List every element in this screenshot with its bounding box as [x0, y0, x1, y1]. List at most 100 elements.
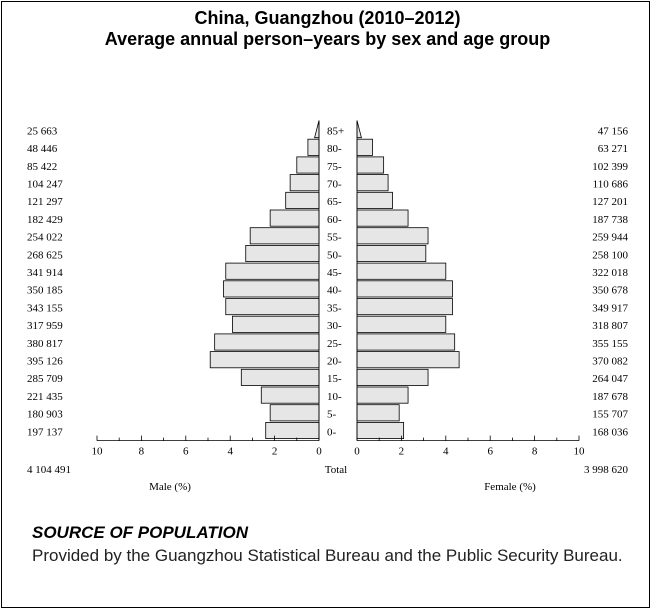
- age-group-label: 10-: [327, 391, 342, 403]
- population-pyramid: 0- 5- 10- 15- 20- 25- 30- 35- 40- 45- 50- 55- 60- 65-…: [27, 120, 629, 493]
- male-count-label: 285 709: [27, 373, 63, 385]
- age-group-label: 80-: [327, 143, 342, 155]
- female-count-label: 370 082: [592, 355, 628, 367]
- female-count-label: 187 738: [592, 214, 628, 226]
- source-heading: SOURCE OF POPULATION: [32, 523, 248, 542]
- male-bar: [269, 209, 320, 227]
- female-count-label: 155 707: [592, 409, 628, 421]
- male-count-labels: 197 137 180 903 221 435 285 709 395 126 380 8…: [27, 125, 63, 438]
- age-group-label: 25-: [327, 338, 342, 350]
- total-center-label: Total: [325, 464, 347, 476]
- female-count-label: 350 678: [592, 285, 628, 297]
- male-count-label: 121 297: [27, 196, 63, 208]
- male-bar: [232, 315, 320, 333]
- age-group-label: 0-: [327, 426, 337, 438]
- male-bar: [265, 421, 320, 439]
- x-axes: 10 10 8 8 6 6 4 4 2 2 0 0: [92, 120, 586, 458]
- male-count-label: 380 817: [27, 338, 63, 350]
- female-count-label: 322 018: [592, 267, 628, 279]
- female-count-label: 187 678: [592, 391, 628, 403]
- male-bar: [285, 191, 320, 209]
- female-tick-label: 2: [399, 446, 405, 458]
- male-count-label: 350 185: [27, 285, 63, 297]
- male-tick-label: 0: [316, 446, 322, 458]
- male-bar: [260, 386, 320, 404]
- female-count-label: 264 047: [592, 373, 628, 385]
- female-bar: [356, 315, 447, 333]
- female-bar: [356, 351, 460, 369]
- age-group-label: 5-: [327, 409, 337, 421]
- female-bar: [356, 333, 456, 351]
- female-bar: [356, 209, 409, 227]
- female-bar: [356, 227, 429, 245]
- age-group-label: 45-: [327, 267, 342, 279]
- male-tick-label: 2: [272, 446, 278, 458]
- age-group-label: 40-: [327, 285, 342, 297]
- female-count-label: 47 156: [598, 125, 629, 137]
- female-bar: [356, 191, 393, 209]
- male-bar: [240, 368, 320, 386]
- male-bars: [209, 120, 320, 439]
- age-group-label: 50-: [327, 249, 342, 261]
- male-count-label: 104 247: [27, 178, 63, 190]
- male-count-label: 25 663: [27, 125, 58, 137]
- male-tick-label: 6: [183, 446, 189, 458]
- male-bar: [289, 174, 320, 192]
- male-bar: [314, 120, 320, 139]
- male-count-label: 268 625: [27, 249, 63, 261]
- female-bar: [356, 404, 400, 422]
- female-bar: [356, 244, 427, 262]
- male-count-label: 48 446: [27, 143, 58, 155]
- female-bar: [356, 386, 409, 404]
- female-tick-label: 6: [487, 446, 493, 458]
- male-tick-label: 10: [92, 446, 104, 458]
- female-count-label: 349 917: [592, 302, 628, 314]
- male-bar: [307, 138, 320, 156]
- female-tick-label: 4: [443, 446, 449, 458]
- male-tick-label: 8: [139, 446, 145, 458]
- male-count-label: 254 022: [27, 232, 63, 244]
- female-count-label: 102 399: [592, 161, 628, 173]
- female-count-label: 110 686: [593, 178, 629, 190]
- age-group-label: 65-: [327, 196, 342, 208]
- total-female-label: 3 998 620: [584, 464, 629, 476]
- age-group-label: 70-: [327, 178, 342, 190]
- female-bars: [356, 120, 460, 439]
- female-bar: [356, 138, 373, 156]
- female-axis-label: Female (%): [484, 481, 536, 493]
- age-group-label: 55-: [327, 232, 342, 244]
- age-group-label: 20-: [327, 355, 342, 367]
- female-tick-label: 0: [354, 446, 360, 458]
- source-text: Provided by the Guangzhou Statistical Bu…: [32, 546, 623, 565]
- male-count-label: 343 155: [27, 302, 63, 314]
- male-tick-label: 4: [227, 446, 233, 458]
- age-group-label: 85+: [327, 125, 344, 137]
- female-count-labels: 168 036 155 707 187 678 264 047 370 082 355 1…: [592, 125, 628, 438]
- male-bar: [296, 156, 320, 174]
- male-bar: [223, 280, 320, 298]
- female-bar: [356, 280, 453, 298]
- female-count-label: 168 036: [592, 426, 628, 438]
- female-count-label: 355 155: [592, 338, 628, 350]
- male-bar: [209, 351, 320, 369]
- age-group-label: 30-: [327, 320, 342, 332]
- male-bar: [269, 404, 320, 422]
- male-count-label: 317 959: [27, 320, 63, 332]
- age-group-label: 60-: [327, 214, 342, 226]
- age-group-label: 75-: [327, 161, 342, 173]
- male-axis-label: Male (%): [149, 481, 191, 493]
- female-tick-label: 8: [532, 446, 538, 458]
- male-count-label: 395 126: [27, 355, 63, 367]
- chart-subtitle: Average annual person–years by sex and a…: [104, 29, 551, 49]
- male-bar: [214, 333, 320, 351]
- female-bar: [356, 262, 447, 280]
- female-bar: [356, 174, 389, 192]
- male-count-label: 180 903: [27, 409, 63, 421]
- chart-title: China, Guangzhou (2010–2012): [194, 8, 461, 28]
- female-count-label: 318 807: [592, 320, 628, 332]
- male-bar: [225, 262, 320, 280]
- male-count-label: 197 137: [27, 426, 63, 438]
- female-bar: [356, 368, 429, 386]
- female-tick-label: 10: [574, 446, 586, 458]
